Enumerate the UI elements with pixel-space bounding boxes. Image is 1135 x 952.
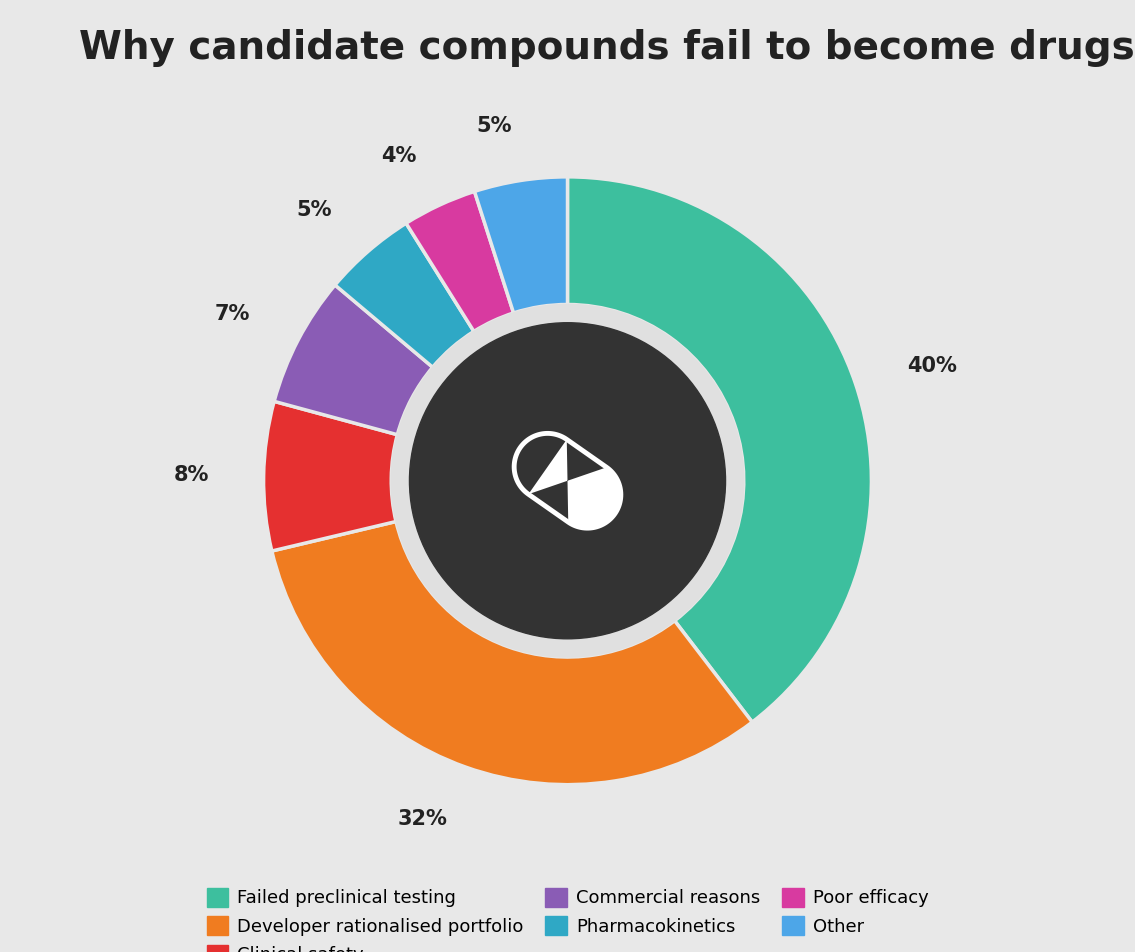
Circle shape [410, 323, 725, 639]
Text: Why candidate compounds fail to become drugs: Why candidate compounds fail to become d… [79, 29, 1135, 67]
Text: 7%: 7% [215, 305, 250, 325]
Polygon shape [514, 433, 606, 522]
Text: 5%: 5% [296, 200, 333, 220]
Legend: Failed preclinical testing, Developer rationalised portfolio, Clinical safety, C: Failed preclinical testing, Developer ra… [201, 883, 934, 952]
Polygon shape [529, 440, 621, 528]
Wedge shape [271, 522, 753, 784]
Text: 32%: 32% [397, 808, 447, 828]
Text: 5%: 5% [477, 116, 512, 136]
Text: 8%: 8% [174, 466, 209, 486]
Circle shape [392, 305, 743, 657]
Text: 40%: 40% [907, 356, 957, 376]
Wedge shape [474, 177, 568, 313]
Wedge shape [335, 224, 474, 367]
Wedge shape [406, 191, 513, 331]
Wedge shape [263, 402, 397, 551]
Wedge shape [275, 285, 432, 435]
Text: 4%: 4% [381, 146, 417, 166]
Wedge shape [568, 177, 872, 723]
